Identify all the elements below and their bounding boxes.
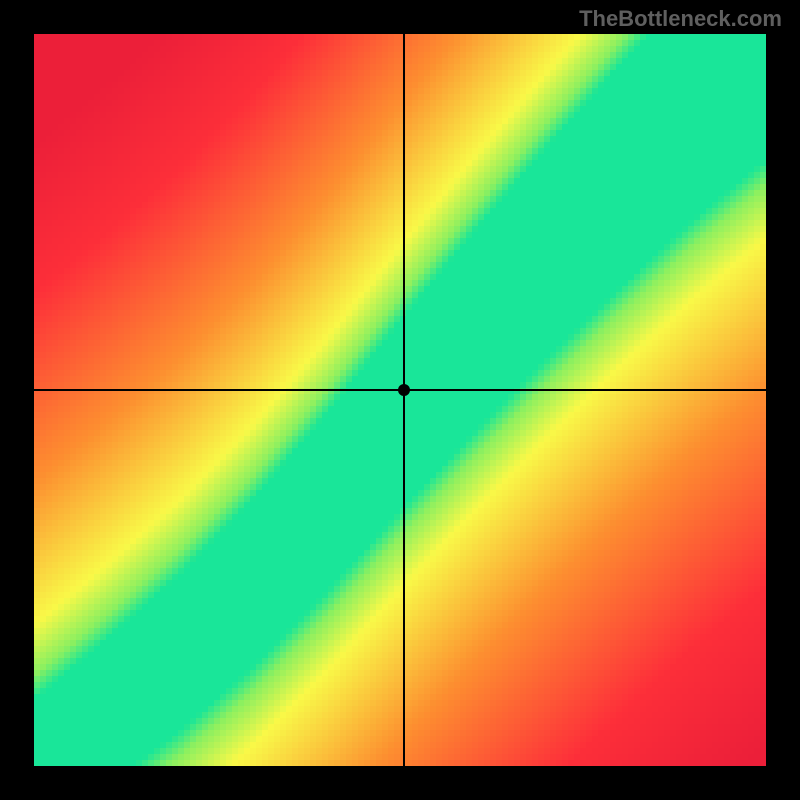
heatmap-canvas <box>34 34 766 766</box>
watermark-text: TheBottleneck.com <box>579 6 782 32</box>
crosshair-vertical-line <box>403 34 405 766</box>
